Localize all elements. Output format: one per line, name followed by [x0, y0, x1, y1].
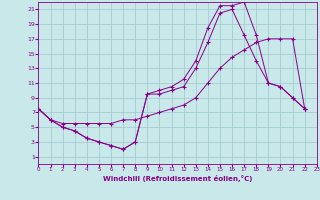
X-axis label: Windchill (Refroidissement éolien,°C): Windchill (Refroidissement éolien,°C) [103, 175, 252, 182]
